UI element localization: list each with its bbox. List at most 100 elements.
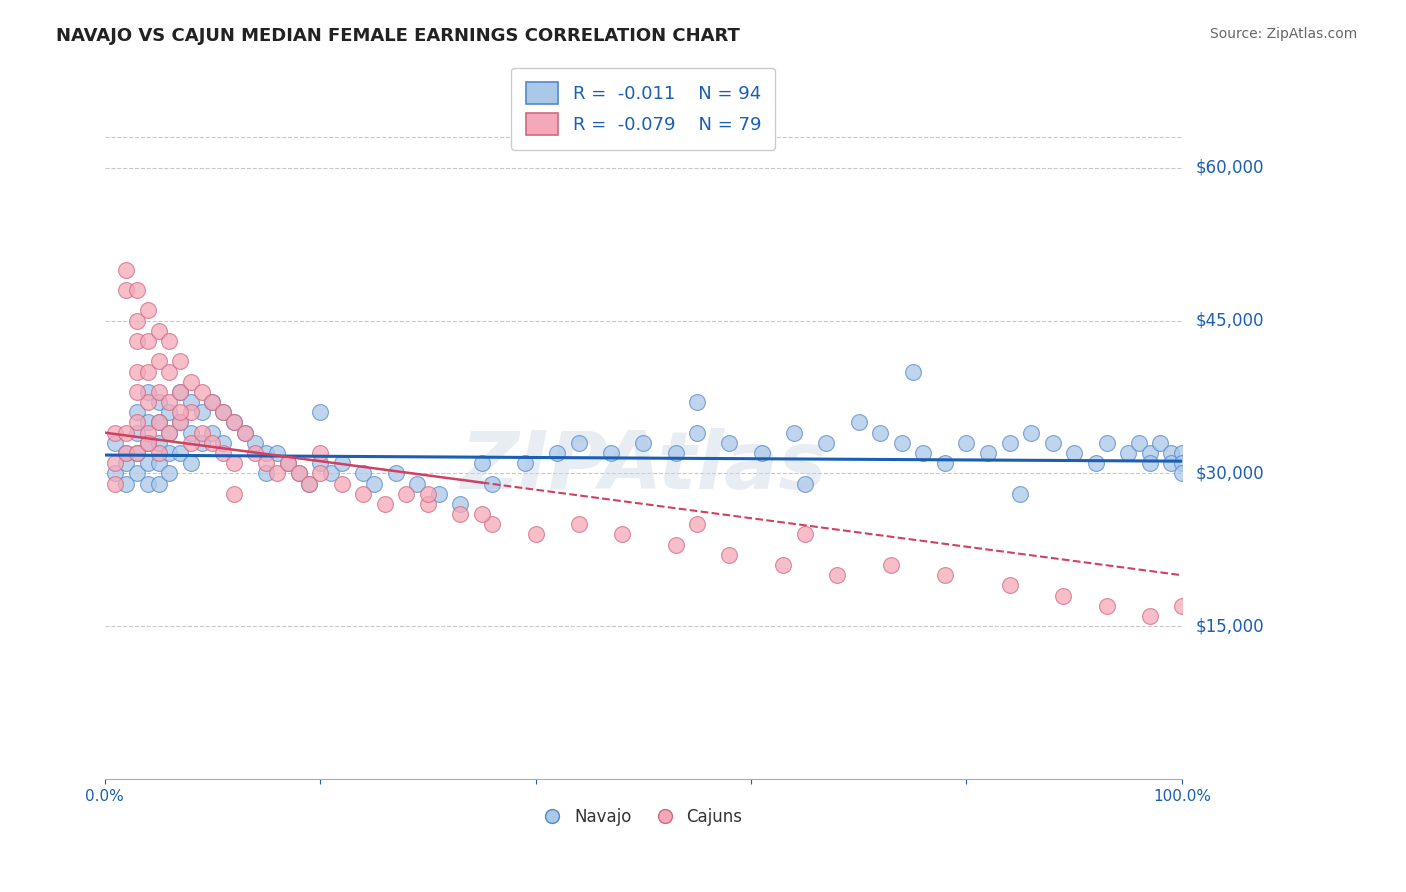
Point [233,425,256,440]
Point [157,467,180,481]
Point [825,568,848,582]
Point [157,334,180,348]
Point [190,384,212,399]
Point [998,578,1021,592]
Point [104,425,127,440]
Point [125,283,148,297]
Point [104,467,127,481]
Point [136,435,159,450]
Point [104,476,127,491]
Point [104,435,127,450]
Point [934,456,956,470]
Point [148,384,170,399]
Point [180,456,202,470]
Point [287,467,309,481]
Point [977,446,1000,460]
Point [136,435,159,450]
Point [104,456,127,470]
Point [148,324,170,338]
Point [395,487,418,501]
Point [115,262,138,277]
Point [266,446,288,460]
Point [848,416,870,430]
Point [1095,599,1118,613]
Point [125,313,148,327]
Point [1063,446,1085,460]
Point [1128,435,1150,450]
Point [298,476,321,491]
Point [190,425,212,440]
Text: ZIPAtlas: ZIPAtlas [460,428,827,507]
Point [201,435,224,450]
Point [277,456,299,470]
Point [190,435,212,450]
Point [180,435,202,450]
Point [136,303,159,318]
Point [880,558,903,572]
Point [115,283,138,297]
Point [1052,589,1074,603]
Point [136,395,159,409]
Point [1042,435,1064,450]
Point [254,467,277,481]
Point [157,446,180,460]
Point [136,416,159,430]
Point [686,395,709,409]
Point [125,467,148,481]
Point [125,446,148,460]
Text: $60,000: $60,000 [1197,159,1264,177]
Point [136,384,159,399]
Point [1171,446,1194,460]
Point [718,548,741,562]
Point [1095,435,1118,450]
Point [254,446,277,460]
Point [546,446,568,460]
Point [222,456,245,470]
Point [287,467,309,481]
Point [125,334,148,348]
Point [201,395,224,409]
Point [406,476,429,491]
Point [212,446,235,460]
Point [148,395,170,409]
Point [1171,456,1194,470]
Point [136,425,159,440]
Point [277,456,299,470]
Point [686,425,709,440]
Point [901,365,924,379]
Point [363,476,385,491]
Point [169,354,191,368]
Point [600,446,623,460]
Point [427,487,450,501]
Point [319,467,342,481]
Point [180,395,202,409]
Point [115,425,138,440]
Legend: Navajo, Cajuns: Navajo, Cajuns [537,802,749,833]
Point [309,456,332,470]
Point [148,416,170,430]
Point [222,487,245,501]
Point [157,365,180,379]
Text: NAVAJO VS CAJUN MEDIAN FEMALE EARNINGS CORRELATION CHART: NAVAJO VS CAJUN MEDIAN FEMALE EARNINGS C… [56,27,740,45]
Point [1139,456,1161,470]
Point [201,425,224,440]
Point [384,467,406,481]
Point [665,446,688,460]
Point [233,425,256,440]
Point [1019,425,1042,440]
Point [212,405,235,419]
Point [416,497,439,511]
Point [180,425,202,440]
Point [180,375,202,389]
Text: $45,000: $45,000 [1197,311,1264,330]
Point [222,416,245,430]
Point [148,476,170,491]
Point [481,517,503,532]
Text: $30,000: $30,000 [1197,465,1264,483]
Point [125,405,148,419]
Point [125,416,148,430]
Point [169,446,191,460]
Point [998,435,1021,450]
Point [1160,446,1182,460]
Point [568,517,591,532]
